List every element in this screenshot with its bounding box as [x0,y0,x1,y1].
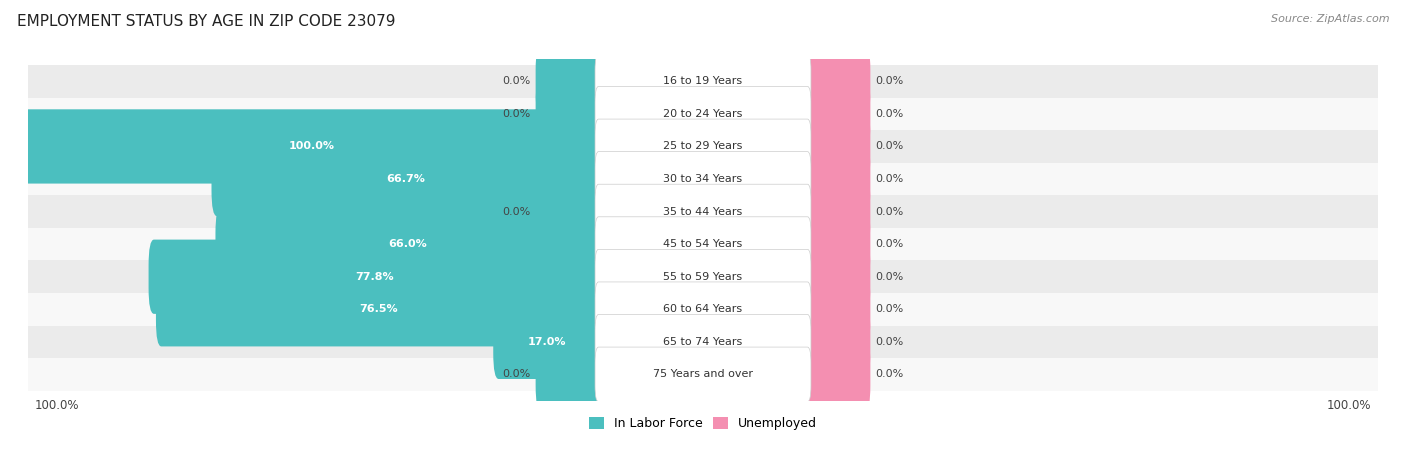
Text: 0.0%: 0.0% [875,239,903,249]
Text: 0.0%: 0.0% [875,174,903,184]
Text: 0.0%: 0.0% [503,76,531,86]
FancyBboxPatch shape [806,109,870,184]
FancyBboxPatch shape [536,44,600,118]
Text: 16 to 19 Years: 16 to 19 Years [664,76,742,86]
FancyBboxPatch shape [211,142,600,216]
Text: 25 to 29 Years: 25 to 29 Years [664,141,742,152]
FancyBboxPatch shape [595,347,811,402]
FancyBboxPatch shape [595,217,811,271]
Text: 66.0%: 66.0% [388,239,427,249]
FancyBboxPatch shape [536,338,600,412]
Legend: In Labor Force, Unemployed: In Labor Force, Unemployed [583,412,823,435]
FancyBboxPatch shape [14,98,1392,130]
FancyBboxPatch shape [806,44,870,118]
Text: 77.8%: 77.8% [356,272,394,282]
Text: 20 to 24 Years: 20 to 24 Years [664,109,742,119]
FancyBboxPatch shape [595,282,811,337]
Text: 35 to 44 Years: 35 to 44 Years [664,207,742,216]
Text: 100.0%: 100.0% [288,141,335,152]
Text: 75 Years and over: 75 Years and over [652,369,754,379]
FancyBboxPatch shape [536,77,600,151]
FancyBboxPatch shape [14,261,1392,293]
FancyBboxPatch shape [494,305,600,379]
FancyBboxPatch shape [215,207,600,281]
Text: 100.0%: 100.0% [35,399,79,412]
Text: 0.0%: 0.0% [875,141,903,152]
FancyBboxPatch shape [595,119,811,174]
FancyBboxPatch shape [536,175,600,249]
Text: 100.0%: 100.0% [1327,399,1371,412]
FancyBboxPatch shape [806,239,870,314]
Text: 0.0%: 0.0% [875,272,903,282]
Text: 0.0%: 0.0% [875,337,903,347]
FancyBboxPatch shape [14,228,1392,261]
FancyBboxPatch shape [14,163,1392,195]
FancyBboxPatch shape [156,272,600,346]
Text: 0.0%: 0.0% [875,369,903,379]
FancyBboxPatch shape [14,195,1392,228]
Text: 65 to 74 Years: 65 to 74 Years [664,337,742,347]
FancyBboxPatch shape [14,130,1392,163]
FancyBboxPatch shape [595,315,811,369]
Text: 0.0%: 0.0% [503,369,531,379]
FancyBboxPatch shape [595,184,811,239]
FancyBboxPatch shape [806,142,870,216]
FancyBboxPatch shape [806,305,870,379]
Text: 0.0%: 0.0% [503,109,531,119]
FancyBboxPatch shape [14,293,1392,326]
FancyBboxPatch shape [595,54,811,108]
FancyBboxPatch shape [14,326,1392,358]
Text: 0.0%: 0.0% [875,207,903,216]
FancyBboxPatch shape [806,175,870,249]
Text: 66.7%: 66.7% [387,174,426,184]
Text: EMPLOYMENT STATUS BY AGE IN ZIP CODE 23079: EMPLOYMENT STATUS BY AGE IN ZIP CODE 230… [17,14,395,28]
Text: 17.0%: 17.0% [527,337,567,347]
Text: 76.5%: 76.5% [359,304,398,314]
FancyBboxPatch shape [806,338,870,412]
FancyBboxPatch shape [806,207,870,281]
FancyBboxPatch shape [806,77,870,151]
Text: 60 to 64 Years: 60 to 64 Years [664,304,742,314]
Text: 45 to 54 Years: 45 to 54 Years [664,239,742,249]
FancyBboxPatch shape [806,272,870,346]
FancyBboxPatch shape [595,152,811,207]
Text: 30 to 34 Years: 30 to 34 Years [664,174,742,184]
Text: 0.0%: 0.0% [875,76,903,86]
FancyBboxPatch shape [149,239,600,314]
Text: 55 to 59 Years: 55 to 59 Years [664,272,742,282]
Text: Source: ZipAtlas.com: Source: ZipAtlas.com [1271,14,1389,23]
FancyBboxPatch shape [14,65,1392,98]
FancyBboxPatch shape [595,249,811,304]
Text: 0.0%: 0.0% [503,207,531,216]
Text: 0.0%: 0.0% [875,304,903,314]
FancyBboxPatch shape [14,358,1392,391]
Text: 0.0%: 0.0% [875,109,903,119]
FancyBboxPatch shape [22,109,600,184]
FancyBboxPatch shape [595,86,811,141]
